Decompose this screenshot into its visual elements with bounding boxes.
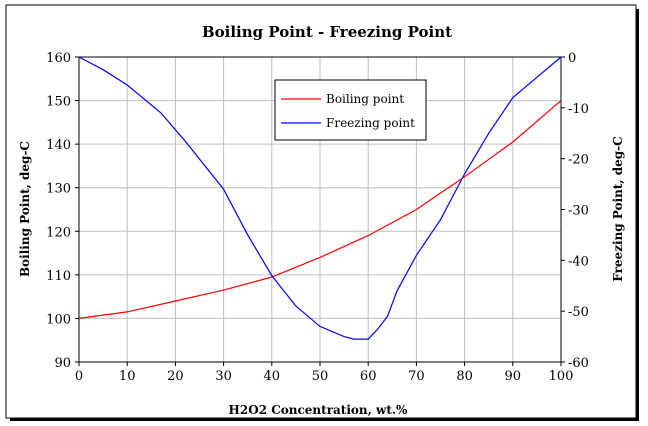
- y-tick-label: 160: [46, 51, 71, 66]
- y2-tick-label: 0: [568, 51, 576, 66]
- y2-tick-label: -50: [568, 305, 589, 320]
- y-tick-label: 100: [46, 312, 71, 327]
- chart-frame-shadow-right: [636, 9, 639, 421]
- x-tick-label: 80: [456, 369, 473, 384]
- series-line-boiling: [78, 100, 562, 319]
- y-tick-label: 130: [46, 182, 71, 197]
- series-lines: [78, 56, 562, 340]
- y2-tick-label: -10: [568, 102, 589, 117]
- legend: Boiling point Freezing point: [274, 79, 427, 141]
- x-tick-label: 70: [408, 369, 425, 384]
- x-tick-label: 0: [75, 369, 83, 384]
- y2-tick-label: -20: [568, 153, 589, 168]
- x-axis-ticks: 0 10 20 30 40 50 60 70 80 90 100: [75, 362, 574, 384]
- series-line-freezing: [78, 56, 562, 340]
- chart-frame: [5, 4, 637, 419]
- y2-axis-label: Freezing Point, deg-C: [611, 136, 625, 281]
- y-tick-label: 150: [46, 95, 71, 110]
- chart-frame-shadow-bottom: [10, 418, 639, 421]
- y-axis-label: Boiling Point, deg-C: [18, 141, 32, 277]
- legend-box: [274, 79, 427, 141]
- chart-title: Boiling Point - Freezing Point: [202, 23, 452, 41]
- y-tick-label: 110: [46, 269, 71, 284]
- x-tick-label: 40: [264, 369, 281, 384]
- y-axis-ticks: 90 100 110 120 130 140 150 160: [46, 51, 79, 371]
- y-tick-label: 120: [46, 225, 71, 240]
- x-tick-label: 60: [360, 369, 377, 384]
- y-tick-label: 90: [54, 356, 71, 371]
- y2-tick-label: -60: [568, 356, 589, 371]
- y-tick-label: 140: [46, 138, 71, 153]
- x-tick-label: 90: [505, 369, 522, 384]
- x-tick-label: 10: [119, 369, 136, 384]
- y2-tick-label: -40: [568, 254, 589, 269]
- x-axis-label: H2O2 Concentration, wt.%: [229, 403, 408, 417]
- y2-tick-label: -30: [568, 204, 589, 219]
- x-tick-label: 30: [215, 369, 232, 384]
- legend-label-boiling: Boiling point: [326, 92, 404, 106]
- x-tick-label: 50: [312, 369, 329, 384]
- x-tick-label: 20: [167, 369, 184, 384]
- x-tick-label: 100: [549, 369, 574, 384]
- legend-label-freezing: Freezing point: [326, 116, 415, 130]
- y2-axis-ticks: -60 -50 -40 -30 -20 -10 0: [561, 51, 589, 371]
